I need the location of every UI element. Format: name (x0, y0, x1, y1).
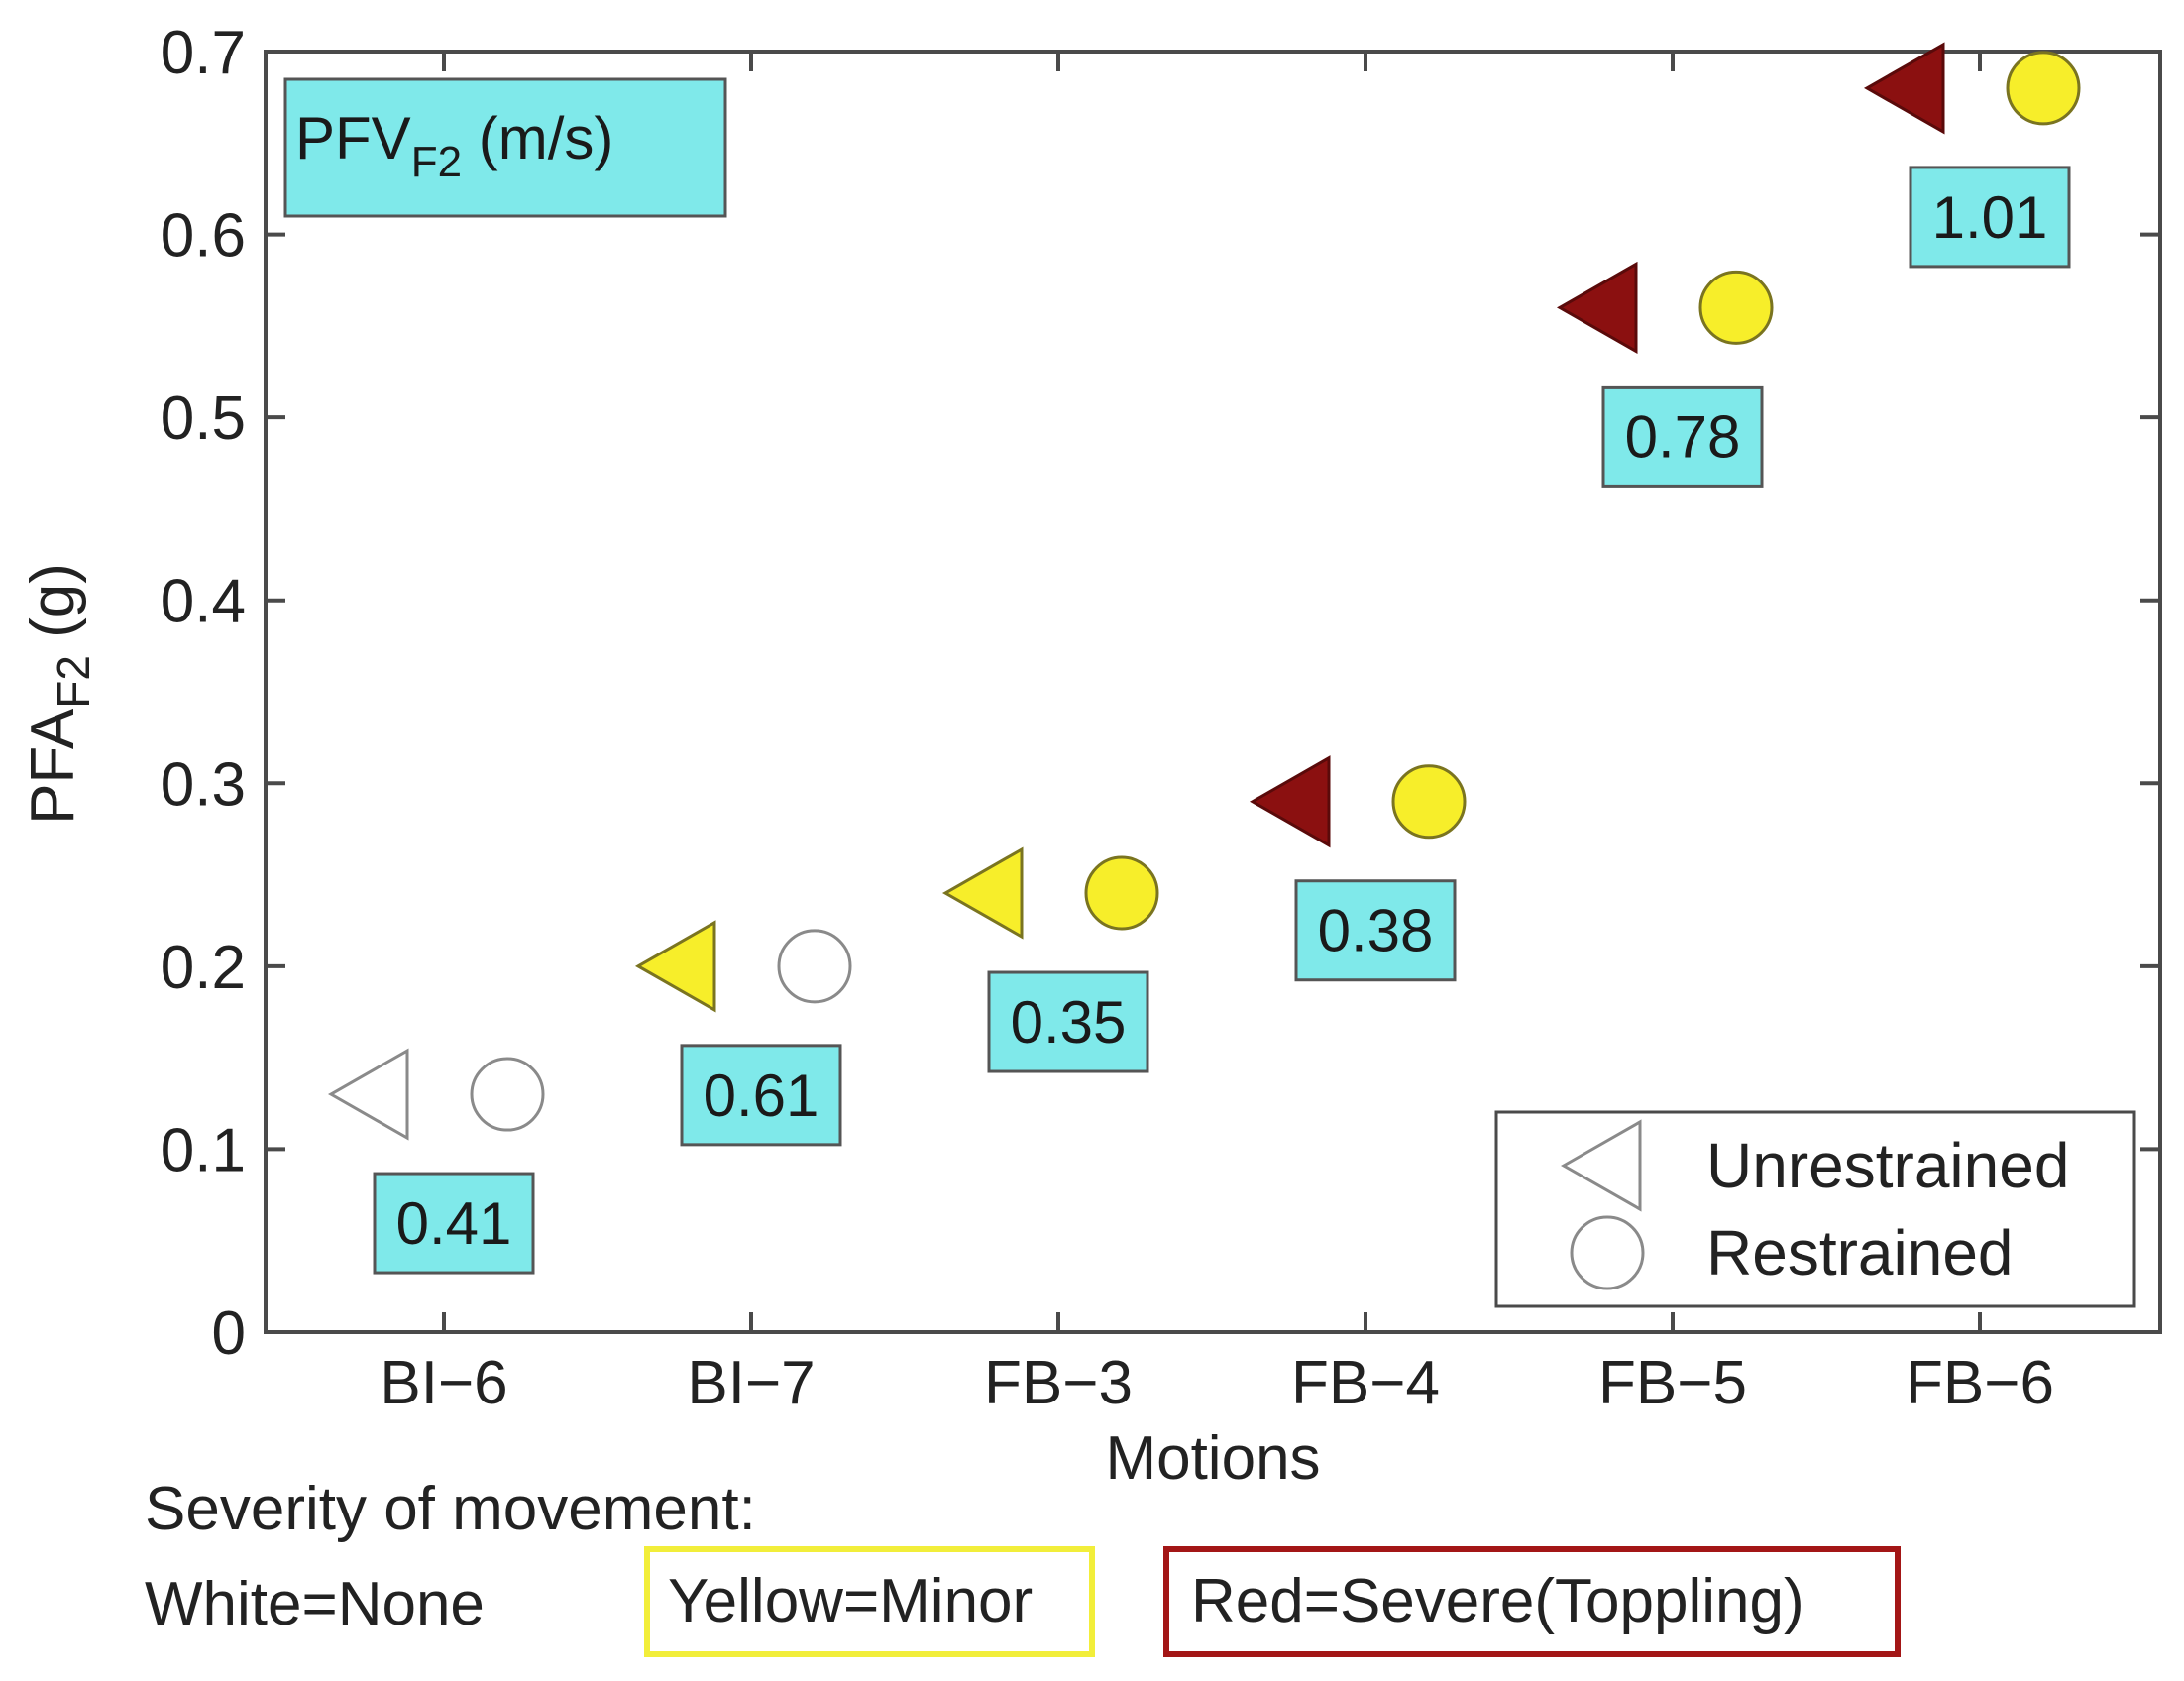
axes: 0 0.1 0.2 0.3 0.4 0.5 0.6 0.7 BI−6 BI−7 FB−3 FB−4 FB… (19, 19, 2162, 1493)
x-tick-label: FB−3 (984, 1349, 1133, 1417)
y-tick-label: 0 (212, 1299, 246, 1368)
pfv-labels: 0.41 0.61 0.35 0.38 0.78 1.01 (373, 166, 2071, 1275)
unrestrained-marker (941, 846, 1024, 940)
restrained-marker (470, 1057, 545, 1132)
y-tick-label: 0.5 (161, 385, 246, 453)
restrained-marker (1391, 764, 1467, 840)
restrained-marker (2006, 51, 2081, 126)
unrestrained-marker (1249, 755, 1331, 848)
x-tick-label: FB−6 (1906, 1349, 2054, 1417)
pfv-value-label: 0.41 (396, 1190, 512, 1257)
legend-circle-icon (1570, 1215, 1645, 1290)
legend-label-unrestrained: Unrestrained (1706, 1130, 2069, 1201)
legend-label-restrained: Restrained (1706, 1217, 2014, 1289)
pfv-value-box (1909, 166, 2071, 269)
pfv-value-label: 1.01 (1932, 184, 2048, 251)
y-tick-label: 0.4 (161, 568, 246, 636)
x-tick-label: BI−7 (687, 1349, 815, 1417)
legend-triangle-icon (1560, 1119, 1642, 1212)
pfv-title-label: PFVF2 (m/s) (295, 105, 613, 186)
y-tick-label: 0.6 (161, 202, 246, 271)
x-axis-title: Motions (1105, 1424, 1320, 1493)
unrestrained-marker (634, 920, 716, 1013)
severity-severe-label: Red=Severe(Toppling) (1191, 1567, 1804, 1635)
legend: Unrestrained Restrained (1494, 1110, 2136, 1308)
unrestrained-marker (327, 1048, 409, 1141)
pfv-value-label: 0.61 (704, 1063, 819, 1129)
x-tick-label: FB−5 (1598, 1349, 1747, 1417)
y-tick-label: 0.2 (161, 934, 246, 1002)
pfv-value-box (680, 1044, 842, 1147)
restrained-marker (1084, 855, 1159, 931)
y-tick-label: 0.1 (161, 1116, 246, 1184)
y-tick-label: 0.7 (161, 19, 246, 87)
pfv-title-box: PFVF2 (m/s) (283, 77, 727, 218)
pfv-value-box (373, 1172, 535, 1275)
pfv-value-label: 0.38 (1318, 898, 1434, 964)
restrained-marker (777, 929, 852, 1004)
y-tick-label: 0.3 (161, 750, 246, 819)
y-axis-title: PFAF2 (g) (19, 563, 99, 825)
severity-title: Severity of movement: (145, 1475, 756, 1543)
unrestrained-marker (1556, 261, 1638, 354)
unrestrained-marker (1863, 42, 1945, 135)
severity-minor-box: Yellow=Minor (644, 1546, 1095, 1657)
pfv-value-label: 0.35 (1011, 989, 1127, 1056)
severity-severe-box: Red=Severe(Toppling) (1163, 1546, 1901, 1657)
severity-minor-label: Yellow=Minor (668, 1567, 1034, 1635)
pfv-title-box-bg (283, 77, 727, 218)
pfv-value-box (1294, 879, 1457, 982)
data-marks (327, 42, 2081, 1141)
x-tick-label: BI−6 (380, 1349, 507, 1417)
restrained-marker (1698, 270, 1774, 345)
pfv-value-box (1601, 385, 1764, 488)
severity-none-label: White=None (145, 1570, 485, 1638)
pfv-value-label: 0.78 (1625, 403, 1741, 470)
pfv-value-box (987, 970, 1149, 1073)
x-tick-label: FB−4 (1291, 1349, 1440, 1417)
